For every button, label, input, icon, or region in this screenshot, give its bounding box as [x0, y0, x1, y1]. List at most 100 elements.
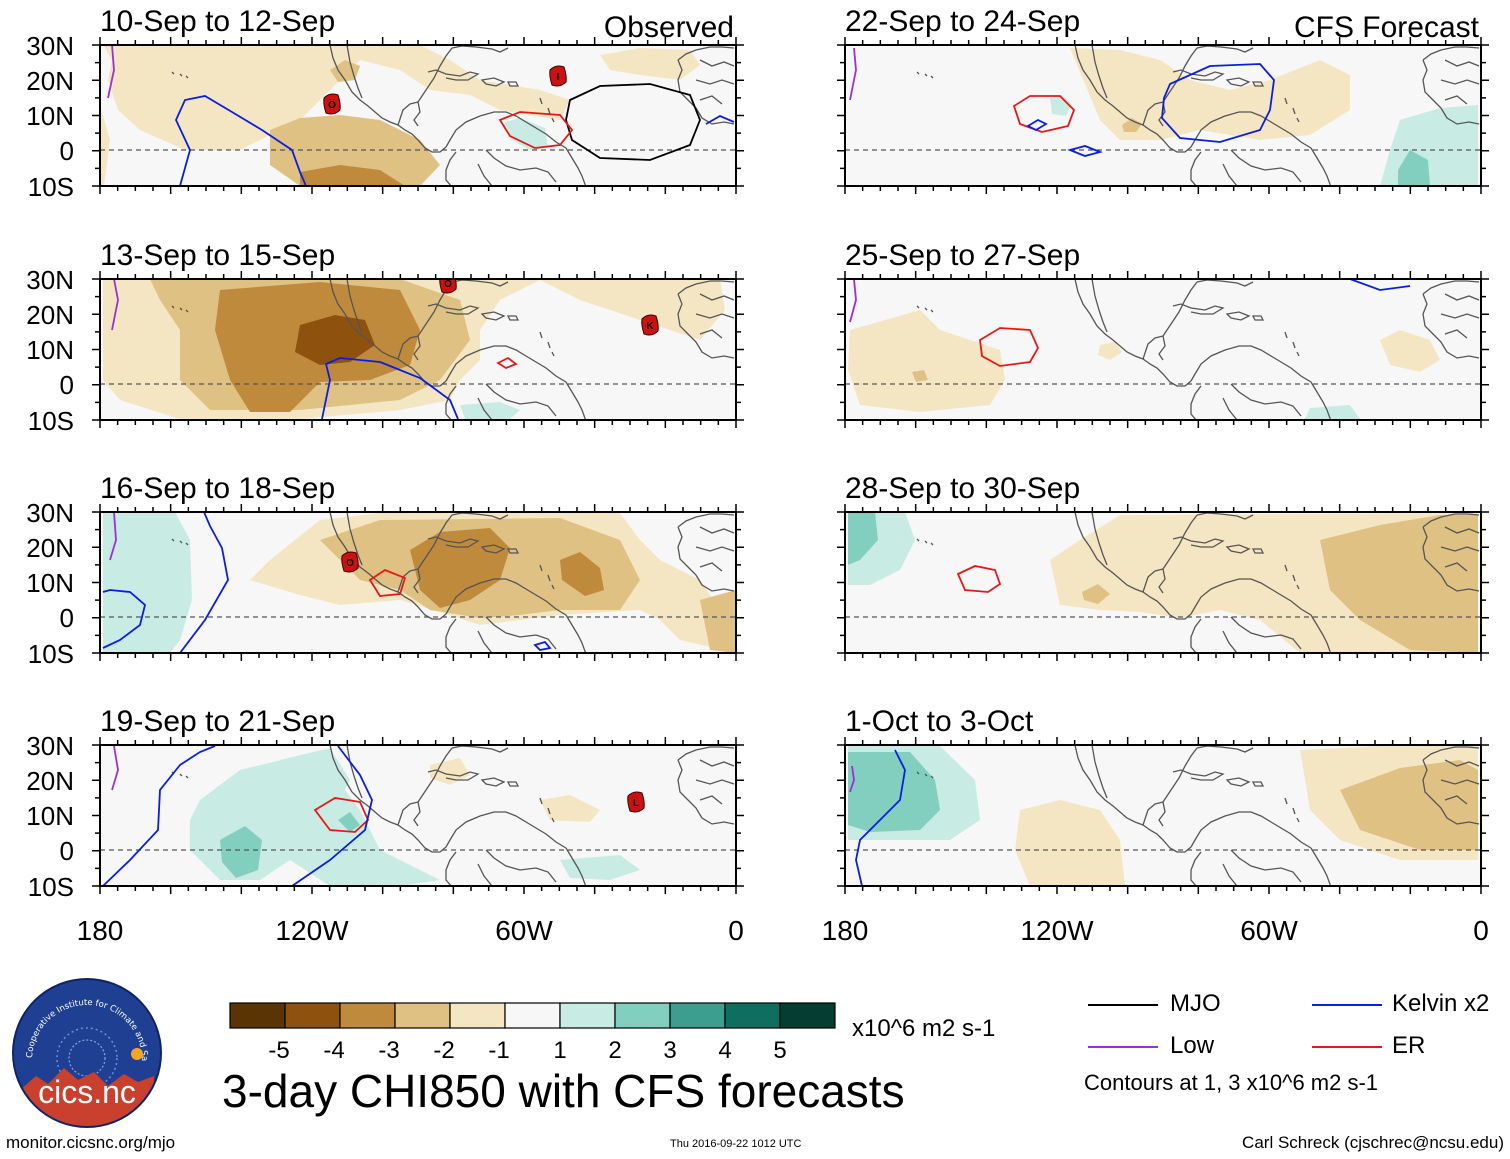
- colorbar-tick-label: -4: [323, 1037, 344, 1064]
- wave-contour: [111, 279, 119, 331]
- panel-title: 1-Oct to 3-Oct: [845, 705, 1034, 738]
- wave-contour: [102, 745, 216, 886]
- wave-contour: [498, 111, 574, 149]
- footer-credit: Carl Schreck (cjschrec@ncsu.edu): [1242, 1133, 1504, 1152]
- wave-contour: [705, 114, 735, 125]
- colorbar-swatch: [449, 1002, 506, 1029]
- chi-anomaly-region: [1380, 330, 1440, 372]
- legend-line-kelvin: [1312, 1004, 1382, 1006]
- lat-label: 10N: [26, 101, 74, 131]
- footer-url: monitor.cicsnc.org/mjo: [6, 1133, 176, 1152]
- colorbar-tick-label: 2: [608, 1037, 621, 1064]
- lat-label: 10N: [26, 801, 74, 831]
- cics-logo: Cooperative Institute for Climate and Sa…: [12, 978, 162, 1128]
- legend-label-mjo: MJO: [1170, 990, 1221, 1017]
- legend: MJO Kelvin x2 Low ER Contours at 1, 3 x1…: [1084, 988, 1506, 1098]
- colorbar-units: x10^6 m2 s-1: [852, 1015, 995, 1043]
- colorbar-tick-label: 3: [663, 1037, 676, 1064]
- legend-item-low: Low: [1088, 1030, 1288, 1062]
- legend-line-er: [1312, 1046, 1382, 1048]
- map-panel-6: 28-Sep to 30-Sep: [837, 472, 1489, 661]
- lat-label: 10S: [28, 872, 74, 902]
- panel-title: 13-Sep to 15-Sep: [100, 239, 335, 272]
- storm-symbol: L: [627, 791, 645, 813]
- chi-anomaly-region: [338, 812, 360, 832]
- chi-anomaly-region: [848, 512, 878, 565]
- colorbar-swatch: [669, 1002, 726, 1029]
- chi-anomaly-region: [1340, 760, 1478, 850]
- lat-label: 10S: [28, 406, 74, 436]
- storm-symbol: O: [439, 279, 457, 294]
- wave-contour: [979, 327, 1040, 367]
- lat-label: 0: [60, 603, 74, 633]
- lon-label: 60W: [1240, 915, 1298, 946]
- wave-contour: [849, 765, 855, 793]
- lat-label: 20N: [26, 533, 74, 563]
- map-panels: O I 10-Sep to 12-Sep Observed 30N 20N 10N 0 10S 2…: [26, 5, 1489, 946]
- colorbar-swatch: [559, 1002, 616, 1029]
- legend-label-low: Low: [1170, 1032, 1215, 1059]
- wave-contour: [109, 512, 117, 561]
- colorbar-units-text: x10^6 m2 s-1: [852, 1015, 996, 1042]
- lat-label: 10S: [28, 639, 74, 669]
- chi-anomaly-region: [1320, 515, 1478, 653]
- colorbar: -5 -4 -3 -2 -1 1 2 3 4 5: [229, 1002, 836, 1064]
- colorbar-tick-label: 1: [553, 1037, 566, 1064]
- lon-label: 120W: [275, 915, 349, 946]
- colorbar-tick-label: 5: [773, 1037, 786, 1064]
- chi-anomaly-region: [330, 60, 360, 82]
- chi-anomaly-region: [100, 105, 110, 186]
- lat-label: 20N: [26, 300, 74, 330]
- legend-item-mjo: MJO: [1088, 988, 1288, 1020]
- wave-contour: [1012, 95, 1076, 133]
- footer-timestamp: Thu 2016-09-22 1012 UTC: [670, 1138, 802, 1150]
- chi-anomaly-region: [1082, 584, 1110, 604]
- wave-contour: [533, 640, 552, 651]
- lat-label: 10N: [26, 335, 74, 365]
- chi-anomaly-region: [410, 528, 510, 608]
- storm-label: K: [646, 321, 654, 332]
- wave-contour: [1349, 279, 1411, 291]
- legend-note: Contours at 1, 3 x10^6 m2 s-1: [1084, 1070, 1379, 1095]
- colorbar-swatch: [284, 1002, 341, 1029]
- chi-anomaly-region: [560, 552, 604, 596]
- colorbar-swatch: [229, 1002, 286, 1029]
- lon-label: 120W: [1020, 915, 1094, 946]
- panel-title: 22-Sep to 24-Sep: [845, 5, 1080, 38]
- wave-contour: [1161, 63, 1275, 143]
- storm-symbol: O: [341, 551, 359, 573]
- colorbar-tick-label: 4: [718, 1037, 731, 1064]
- wave-contour: [321, 357, 459, 420]
- storm-label: O: [328, 100, 336, 111]
- colorbar-swatch: [614, 1002, 671, 1029]
- colorbar-swatch: [339, 1002, 396, 1029]
- lat-label: 20N: [26, 66, 74, 96]
- panel-title: 25-Sep to 27-Sep: [845, 239, 1080, 272]
- colorbar-swatch: [724, 1002, 781, 1029]
- map-panel-5: O 16-Sep to 18-Sep 30N 20N 10N 0 10S: [26, 472, 744, 669]
- lat-label: 20N: [26, 766, 74, 796]
- panel-title: 28-Sep to 30-Sep: [845, 472, 1080, 505]
- colorbar-tick-label: -3: [378, 1037, 399, 1064]
- chi-anomaly-region: [1398, 150, 1430, 186]
- wave-contour: [107, 45, 115, 99]
- wave-contour: [1067, 145, 1103, 157]
- chi-anomaly-region: [600, 48, 700, 80]
- legend-label-er: ER: [1392, 1032, 1426, 1059]
- lon-label: 180: [77, 915, 124, 946]
- wave-contour: [368, 568, 407, 597]
- storm-label: O: [346, 558, 354, 569]
- lon-label: 0: [728, 915, 744, 946]
- chi-anomaly-region: [1070, 48, 1350, 140]
- main-title-text: 3-day CHI850 with CFS forecasts: [222, 1065, 905, 1117]
- wave-contour: [849, 47, 857, 101]
- chi-anomaly-region: [1015, 800, 1125, 886]
- chi-anomaly-region: [295, 315, 375, 365]
- chi-anomaly-region: [280, 748, 350, 800]
- wave-contour: [175, 95, 307, 186]
- legend-item-er: ER: [1312, 1030, 1510, 1062]
- lat-label: 30N: [26, 265, 74, 295]
- lat-label: 30N: [26, 31, 74, 61]
- wave-contour: [849, 279, 857, 323]
